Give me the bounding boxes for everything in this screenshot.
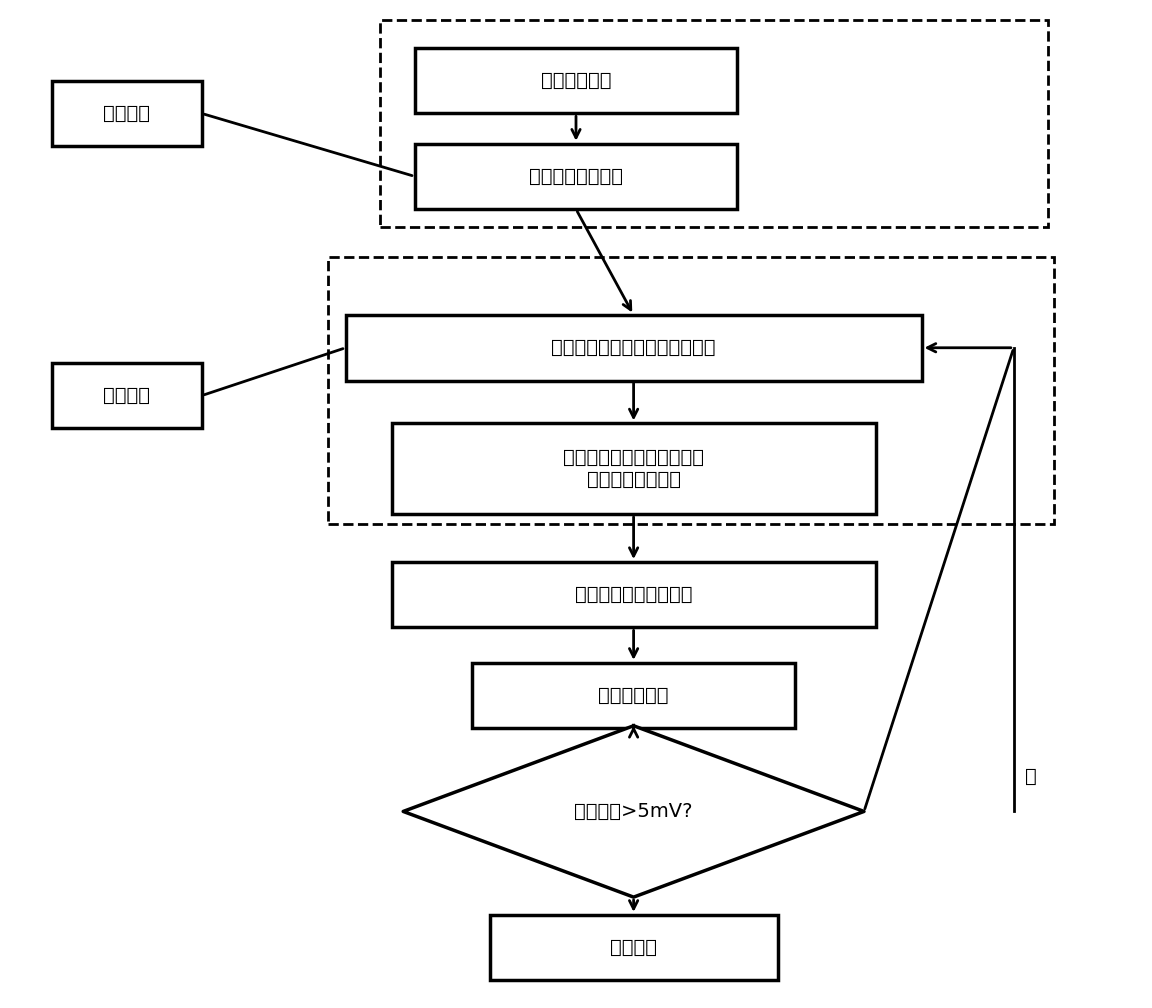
Text: 电池恒流放电: 电池恒流放电 xyxy=(598,686,669,705)
Text: 电池活化: 电池活化 xyxy=(104,386,150,405)
FancyBboxPatch shape xyxy=(415,144,737,210)
FancyBboxPatch shape xyxy=(392,423,876,514)
Text: 电池恒电流放电，同时施加
中等频率交流电流: 电池恒电流放电，同时施加 中等频率交流电流 xyxy=(563,449,704,489)
FancyBboxPatch shape xyxy=(472,663,795,728)
FancyBboxPatch shape xyxy=(490,915,778,980)
FancyBboxPatch shape xyxy=(346,314,922,381)
Text: 供应并控制反应物: 供应并控制反应物 xyxy=(529,167,623,185)
Text: 电压变化>5mV?: 电压变化>5mV? xyxy=(575,802,692,821)
FancyBboxPatch shape xyxy=(415,47,737,114)
FancyBboxPatch shape xyxy=(392,562,876,627)
Text: 是: 是 xyxy=(1025,767,1037,785)
Text: 电池设定: 电池设定 xyxy=(104,104,150,123)
Text: 活化结束: 活化结束 xyxy=(611,938,657,957)
Text: 去除中等频率交流电流: 去除中等频率交流电流 xyxy=(575,586,692,604)
FancyBboxPatch shape xyxy=(52,81,202,146)
Text: 控制电池温度: 控制电池温度 xyxy=(540,72,612,90)
FancyBboxPatch shape xyxy=(52,363,202,428)
Polygon shape xyxy=(403,726,864,897)
Text: 连接电子负载和交流信号发生器: 连接电子负载和交流信号发生器 xyxy=(552,339,715,357)
